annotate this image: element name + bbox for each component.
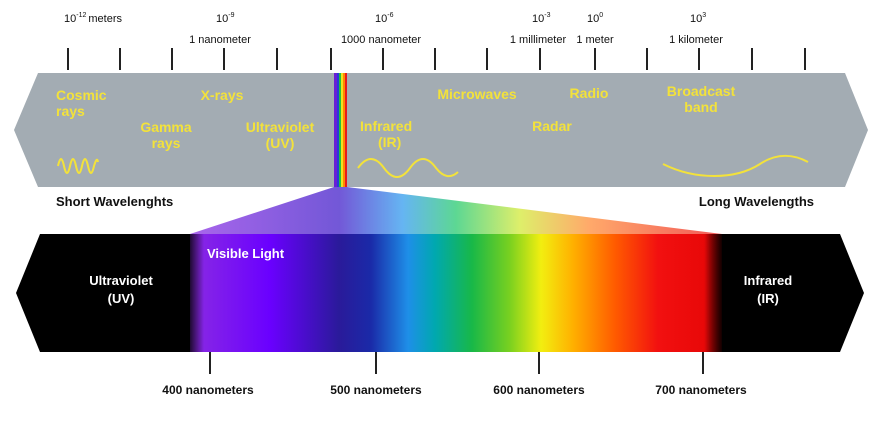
visible-spectrum-bar	[16, 234, 864, 352]
scale-power-label: 10-3	[532, 12, 551, 25]
scale-unit-label: 1 kilometer	[669, 34, 723, 46]
scale-labels: 10-12 meters 10-9 1 nanometer 10-6 1000 n…	[64, 12, 723, 46]
long-wavelengths-label: Long Wavelengths	[699, 194, 814, 209]
scale-power-label: 103	[690, 12, 706, 25]
visible-light-fan	[190, 187, 722, 234]
infrared-wave-icon	[357, 158, 459, 178]
visible-light-label: Visible Light	[207, 246, 285, 261]
scale-unit-label: 1 nanometer	[189, 34, 251, 46]
nm-label-400: 400 nanometers	[162, 383, 254, 397]
nanometer-labels: 400 nanometers 500 nanometers 600 nanome…	[162, 383, 747, 397]
spectrum-band	[14, 73, 868, 187]
ir-label: Infrared (IR)	[744, 273, 792, 306]
band-microwaves: Microwaves	[437, 86, 517, 102]
nm-label-700: 700 nanometers	[655, 383, 747, 397]
scale-power-label: 10-9	[216, 12, 235, 25]
visible-sliver	[334, 73, 347, 187]
band-labels: Cosmic rays Gamma rays X-rays Ultraviolet(…	[56, 83, 736, 151]
nm-label-600: 600 nanometers	[493, 383, 585, 397]
uv-label: Ultraviolet (UV)	[89, 273, 153, 306]
short-wave-icon	[57, 158, 99, 174]
scale-power-label: 100	[587, 12, 603, 25]
band-broadcast: Broadcast band	[667, 83, 736, 115]
scale-unit-label: 1000 nanometer	[341, 34, 421, 46]
scale-unit-label: 1 millimeter	[510, 34, 567, 46]
scale-ticks	[67, 48, 806, 70]
band-gamma-rays: Gamma rays	[140, 119, 192, 151]
long-wave-icon	[662, 154, 809, 177]
band-cosmic-rays: Cosmic rays	[56, 87, 107, 119]
band-x-rays: X-rays	[201, 87, 244, 103]
band-ultraviolet: Ultraviolet (UV)	[246, 119, 315, 151]
short-wavelengths-label: Short Wavelenghts	[56, 194, 173, 209]
scale-power-label: 10-12 meters	[64, 12, 122, 25]
band-radio: Radio	[570, 85, 609, 101]
band-radar: Radar	[532, 118, 572, 134]
band-infrared: Infrared (IR)	[360, 118, 412, 150]
scale-power-label: 10-6	[375, 12, 394, 25]
nanometer-ticks	[209, 352, 704, 374]
scale-unit-label: 1 meter	[576, 34, 614, 46]
nm-label-500: 500 nanometers	[330, 383, 422, 397]
